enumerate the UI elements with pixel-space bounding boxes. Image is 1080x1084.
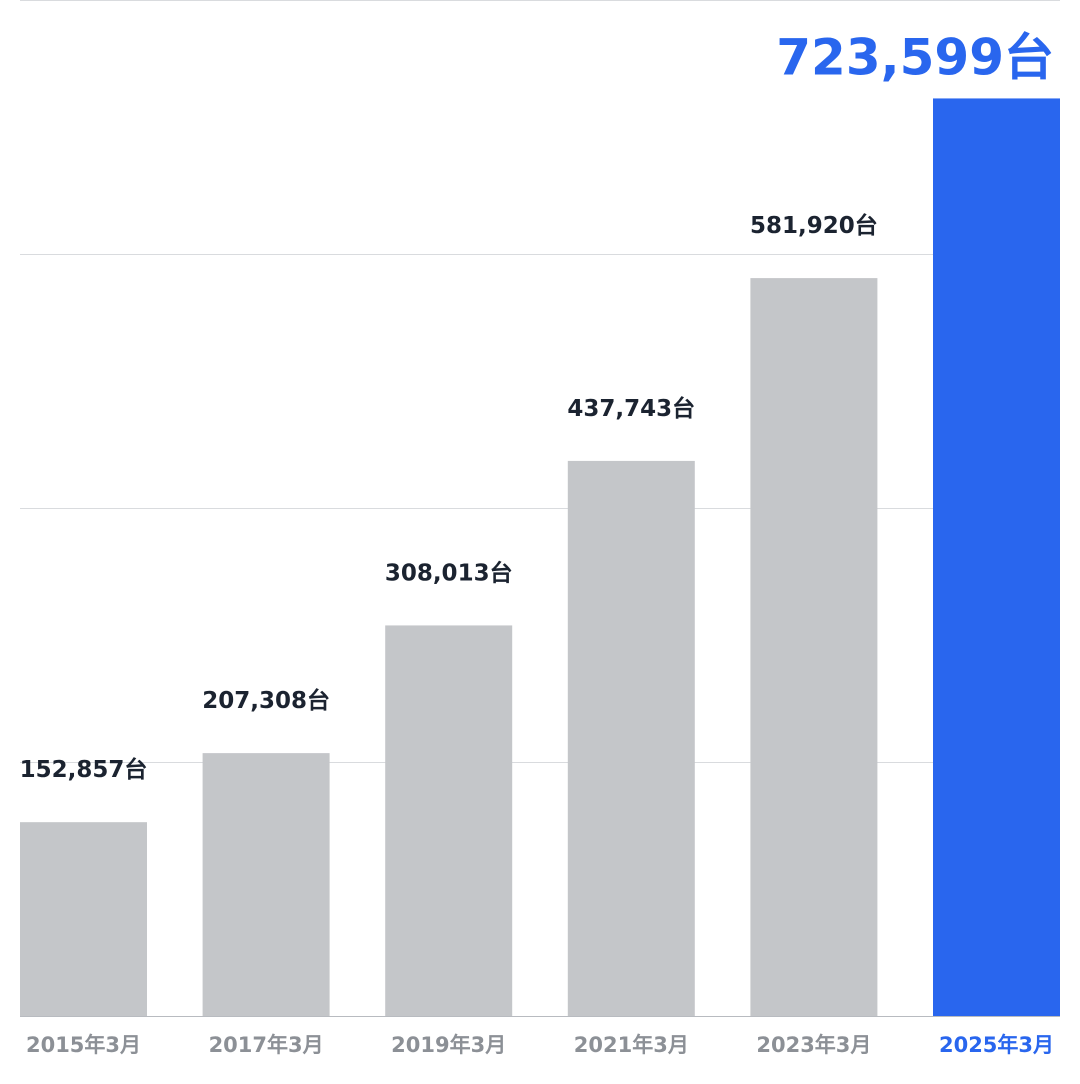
- gridlines: [20, 0, 1060, 1017]
- category-label-2019年3月: 2019年3月: [391, 1033, 506, 1057]
- bars: [20, 98, 1060, 1016]
- value-label-2019年3月: 308,013台: [385, 559, 513, 586]
- category-label-2017年3月: 2017年3月: [209, 1033, 324, 1057]
- bar-2015年3月: [20, 822, 147, 1016]
- value-labels: 152,857台 207,308台 308,013台 437,743台 581,920台…: [20, 28, 1054, 783]
- value-label-2025年3月: 723,599台: [776, 28, 1054, 86]
- category-labels: 2015年3月 2017年3月 2019年3月 2021年3月 2023年3月 2025年…: [26, 1033, 1054, 1057]
- category-label-2015年3月: 2015年3月: [26, 1033, 141, 1057]
- bar-2017年3月: [202, 753, 330, 1016]
- category-label-2021年3月: 2021年3月: [574, 1033, 689, 1057]
- value-label-2023年3月: 581,920台: [750, 212, 878, 239]
- category-label-2023年3月: 2023年3月: [756, 1033, 871, 1057]
- value-label-2021年3月: 437,743台: [567, 395, 695, 422]
- category-label-2025年3月: 2025年3月: [939, 1033, 1054, 1057]
- bar-2021年3月: [567, 460, 695, 1016]
- bar-2023年3月: [750, 278, 878, 1016]
- value-label-2015年3月: 152,857台: [20, 756, 148, 783]
- value-label-2017年3月: 207,308台: [202, 687, 330, 714]
- bar-2025年3月: [933, 98, 1060, 1016]
- bar-2019年3月: [385, 625, 513, 1016]
